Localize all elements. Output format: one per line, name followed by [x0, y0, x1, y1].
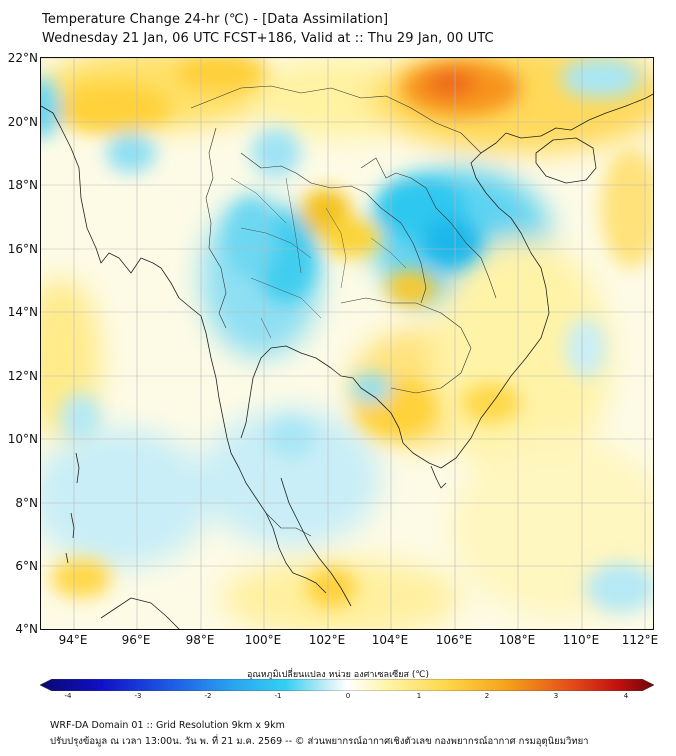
- graticule: [41, 58, 653, 629]
- anomaly-field-detail: [41, 58, 653, 613]
- map-subtitle: Wednesday 21 Jan, 06 UTC FCST+186, Valid…: [42, 31, 494, 46]
- lat-label-4: 4°N: [15, 622, 38, 636]
- lon-label-110: 110°E: [562, 633, 600, 647]
- lon-label-112: 112°E: [621, 633, 659, 647]
- colorbar-tick-2: 2: [484, 692, 490, 700]
- colorbar-tick-0: 0: [345, 692, 351, 700]
- colorbar-tick-neg4: -4: [64, 692, 72, 700]
- lon-label-106: 106°E: [435, 633, 473, 647]
- colorbar-tick-neg1: -1: [274, 692, 282, 700]
- lon-label-108: 108°E: [498, 633, 536, 647]
- temperature-change-map: [40, 57, 654, 630]
- colorbar-tick-4: 4: [623, 692, 629, 700]
- footer-credit: ปรับปรุงข้อมูล ณ เวลา 13:00น. วัน พ. ที่…: [50, 736, 589, 747]
- lon-label-102: 102°E: [308, 633, 346, 647]
- lat-label-14: 14°N: [7, 305, 38, 319]
- lon-label-100: 100°E: [244, 633, 282, 647]
- lat-label-6: 6°N: [15, 559, 38, 573]
- footer-model-info: WRF-DA Domain 01 :: Grid Resolution 9km …: [50, 720, 285, 731]
- colorbar-tick-1: 1: [416, 692, 422, 700]
- lat-label-16: 16°N: [7, 242, 38, 256]
- lat-label-22: 22°N: [7, 51, 38, 65]
- lat-label-10: 10°N: [7, 432, 38, 446]
- colorbar-tick-3: 3: [553, 692, 559, 700]
- lon-label-94: 94°E: [58, 633, 88, 647]
- colorbar-tick-neg2: -2: [204, 692, 212, 700]
- borders: [190, 85, 497, 537]
- lon-label-98: 98°E: [185, 633, 215, 647]
- lat-label-20: 20°N: [7, 115, 38, 129]
- map-canvas: [41, 58, 653, 629]
- lon-label-96: 96°E: [121, 633, 151, 647]
- colorbar-label: อุณหภูมิเปลี่ยนแปลง หน่วย องศาเซลเซียส (…: [246, 670, 430, 680]
- colorbar: [40, 679, 654, 691]
- lat-label-18: 18°N: [7, 178, 38, 192]
- map-title: Temperature Change 24-hr (℃) - [Data Ass…: [42, 12, 389, 27]
- province-lines: [230, 177, 407, 339]
- coastlines: [41, 93, 653, 629]
- lon-label-104: 104°E: [371, 633, 409, 647]
- lat-label-8: 8°N: [15, 496, 38, 510]
- colorbar-gradient: [40, 679, 654, 691]
- colorbar-tick-neg3: -3: [134, 692, 142, 700]
- lat-label-12: 12°N: [7, 369, 38, 383]
